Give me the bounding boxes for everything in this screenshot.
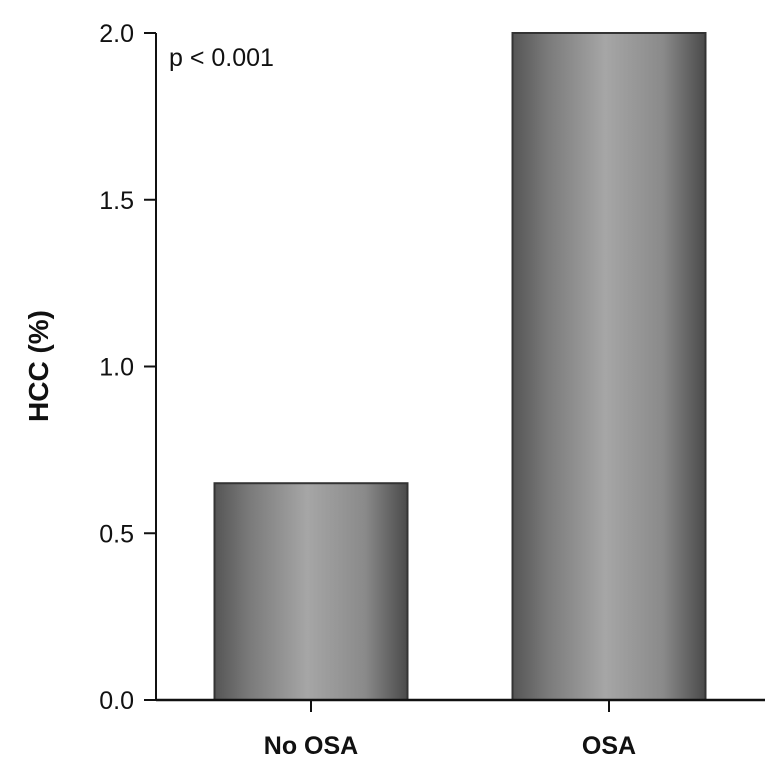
y-axis-title: HCC (%) [23, 310, 54, 422]
y-tick-label: 1.0 [99, 354, 134, 382]
y-tick-label: 1.5 [99, 187, 134, 215]
x-tick-label: OSA [582, 732, 636, 760]
y-tick-label: 2.0 [99, 20, 134, 48]
y-ticks: 0.0 0.5 1.0 1.5 2.0 [99, 20, 156, 715]
x-ticks: No OSA OSA [264, 700, 636, 760]
bars [213, 32, 707, 701]
x-tick-label: No OSA [264, 732, 358, 760]
bar-osa [511, 32, 707, 701]
y-tick-label: 0.0 [99, 687, 134, 715]
p-value-annotation: p < 0.001 [169, 44, 274, 72]
bar-no-osa [213, 482, 409, 701]
y-tick-label: 0.5 [99, 520, 134, 548]
